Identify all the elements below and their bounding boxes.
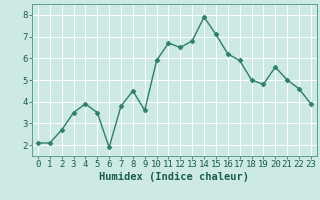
X-axis label: Humidex (Indice chaleur): Humidex (Indice chaleur) [100, 172, 249, 182]
